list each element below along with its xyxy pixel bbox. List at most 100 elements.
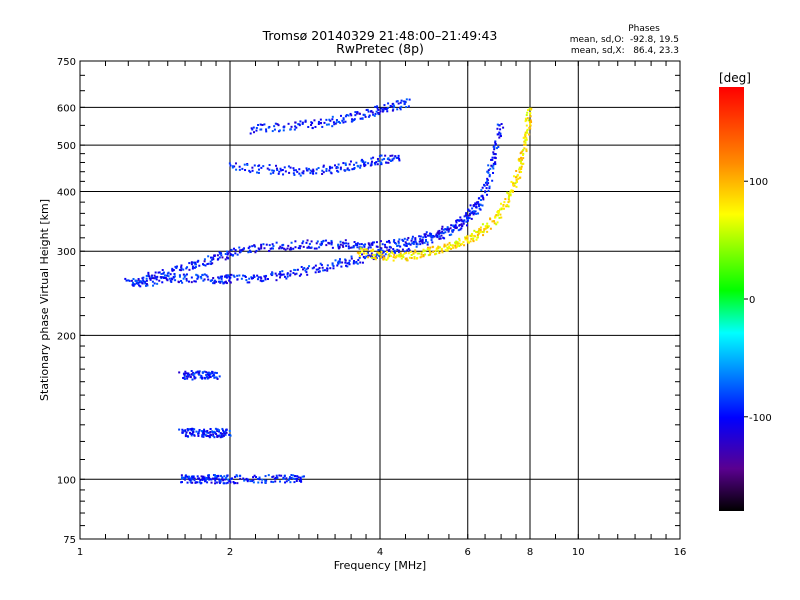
data-point: [265, 128, 268, 131]
data-point: [424, 233, 427, 236]
data-point: [408, 249, 411, 252]
data-point: [205, 371, 208, 374]
data-point: [398, 238, 401, 241]
data-point: [525, 148, 528, 151]
data-point: [205, 476, 208, 479]
data-point: [305, 167, 308, 170]
data-point: [228, 162, 231, 165]
data-point: [481, 186, 484, 189]
data-point: [309, 172, 312, 175]
y-tick-label: 600: [57, 103, 76, 114]
data-point: [370, 162, 373, 165]
data-point: [164, 277, 167, 280]
data-point: [326, 267, 329, 270]
data-point: [376, 163, 379, 166]
data-point: [231, 165, 234, 168]
data-point: [333, 123, 336, 126]
data-point: [302, 245, 305, 248]
data-point: [174, 279, 177, 282]
data-point: [192, 371, 195, 374]
data-point: [465, 214, 468, 217]
data-point: [257, 481, 260, 484]
data-point: [194, 263, 197, 266]
data-point: [474, 202, 477, 205]
data-point: [183, 372, 186, 375]
data-point: [322, 269, 325, 272]
data-point: [387, 102, 390, 105]
data-point: [366, 251, 369, 254]
scatter-points: [124, 98, 533, 485]
data-point: [358, 243, 361, 246]
data-point: [395, 242, 398, 245]
data-point: [302, 170, 305, 173]
data-point: [365, 248, 368, 251]
data-point: [389, 154, 392, 157]
data-point: [381, 243, 384, 246]
data-point: [318, 267, 321, 270]
data-point: [192, 374, 195, 377]
data-point: [455, 221, 458, 224]
data-point: [213, 477, 216, 480]
data-point: [277, 172, 280, 175]
y-tick-label: 500: [57, 141, 76, 152]
data-point: [315, 242, 318, 245]
data-point: [451, 229, 454, 232]
data-point: [351, 118, 354, 121]
data-point: [293, 169, 296, 172]
data-point: [184, 370, 187, 373]
data-point: [328, 118, 331, 121]
data-point: [473, 229, 476, 232]
data-point: [448, 234, 451, 237]
data-point: [520, 165, 523, 168]
data-point: [281, 273, 284, 276]
data-point: [251, 166, 254, 169]
data-point: [186, 266, 189, 269]
data-point: [197, 434, 200, 437]
data-point: [472, 213, 475, 216]
data-point: [304, 119, 307, 122]
data-point: [300, 480, 303, 483]
data-point: [448, 241, 451, 244]
data-point: [509, 190, 512, 193]
data-point: [458, 239, 461, 242]
data-point: [170, 277, 173, 280]
data-point: [445, 228, 448, 231]
data-point: [514, 176, 517, 179]
data-point: [289, 246, 292, 249]
data-point: [518, 166, 521, 169]
data-point: [292, 167, 295, 170]
data-point: [232, 481, 235, 484]
data-point: [267, 474, 270, 477]
data-point: [184, 435, 187, 438]
data-point: [298, 274, 301, 277]
data-point: [348, 169, 351, 172]
data-point: [486, 222, 489, 225]
data-point: [363, 113, 366, 116]
data-point: [526, 129, 529, 132]
data-point: [417, 252, 420, 255]
data-point: [204, 479, 207, 482]
data-point: [298, 247, 301, 250]
data-point: [332, 264, 335, 267]
data-point: [142, 276, 145, 279]
data-point: [389, 160, 392, 163]
data-point: [285, 277, 288, 280]
data-point: [138, 284, 141, 287]
data-point: [371, 241, 374, 244]
data-point: [221, 478, 224, 481]
data-point: [494, 161, 497, 164]
colorbar-tick-label: -100: [749, 413, 772, 424]
data-point: [403, 243, 406, 246]
data-point: [331, 166, 334, 169]
data-point: [281, 244, 284, 247]
data-point: [373, 241, 376, 244]
data-point: [217, 429, 220, 432]
data-point: [414, 238, 417, 241]
data-point: [371, 243, 374, 246]
data-point: [226, 474, 229, 477]
data-point: [167, 275, 170, 278]
data-point: [272, 245, 275, 248]
data-point: [326, 269, 329, 272]
data-point: [482, 231, 485, 234]
